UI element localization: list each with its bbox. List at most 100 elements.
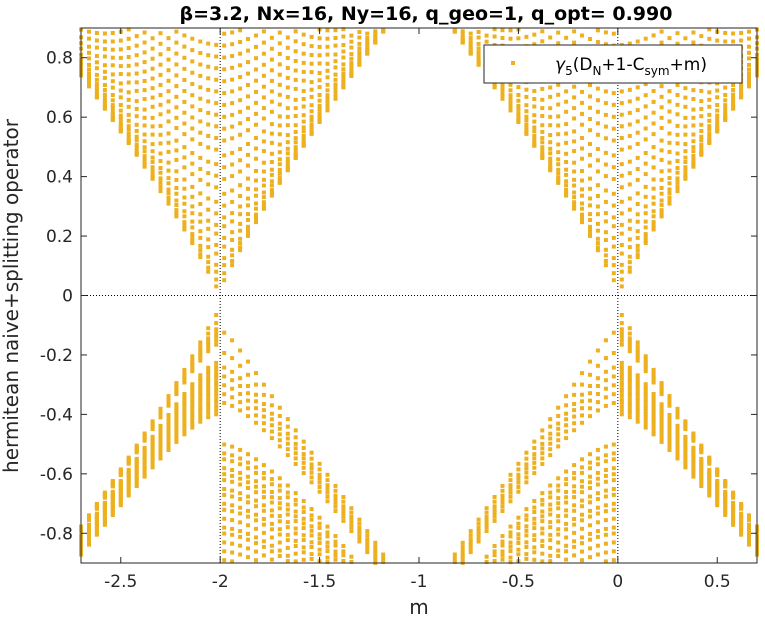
data-point xyxy=(659,433,664,438)
data-point xyxy=(580,136,584,140)
data-point xyxy=(723,506,728,511)
data-point xyxy=(150,66,155,71)
data-point xyxy=(492,507,497,512)
data-point xyxy=(317,78,322,83)
data-point xyxy=(627,349,632,354)
data-point xyxy=(174,422,179,427)
data-point xyxy=(277,527,282,532)
data-point xyxy=(659,436,664,441)
data-point xyxy=(468,543,473,548)
data-point xyxy=(643,354,648,359)
data-point xyxy=(611,138,616,143)
data-point xyxy=(659,381,664,386)
data-point xyxy=(357,539,362,544)
data-point xyxy=(500,497,505,501)
data-point xyxy=(603,494,608,499)
data-point xyxy=(516,111,521,116)
data-point xyxy=(508,544,513,549)
data-point xyxy=(349,33,354,38)
data-point xyxy=(508,494,513,499)
data-point xyxy=(500,85,505,90)
data-point xyxy=(261,530,266,535)
data-point xyxy=(611,365,616,370)
data-point xyxy=(198,340,203,345)
data-point xyxy=(246,203,250,208)
data-point xyxy=(683,149,688,154)
data-point xyxy=(230,136,235,141)
data-point xyxy=(675,176,680,181)
data-point xyxy=(110,98,115,103)
data-point xyxy=(349,518,354,523)
data-point xyxy=(134,62,139,67)
data-point xyxy=(301,452,306,457)
data-point xyxy=(317,472,322,477)
data-point xyxy=(667,431,672,436)
data-point xyxy=(619,334,624,339)
data-point xyxy=(301,113,306,118)
data-point xyxy=(619,124,624,129)
data-point xyxy=(532,129,537,134)
data-point xyxy=(118,123,123,128)
x-tick-label: -0.5 xyxy=(502,572,535,592)
data-point xyxy=(627,269,632,274)
data-point xyxy=(651,110,656,115)
data-point xyxy=(142,453,147,458)
data-point xyxy=(254,178,258,183)
data-point xyxy=(198,212,203,217)
data-point xyxy=(747,74,751,79)
data-point xyxy=(580,206,584,211)
data-point xyxy=(182,392,187,396)
data-point xyxy=(142,472,147,476)
data-point xyxy=(214,66,219,71)
data-point xyxy=(246,60,250,65)
data-point xyxy=(484,518,489,523)
data-point xyxy=(699,473,704,477)
data-point xyxy=(603,136,608,141)
data-point xyxy=(150,427,155,432)
data-point xyxy=(739,90,744,95)
data-point xyxy=(611,451,616,456)
data-point xyxy=(277,483,282,488)
data-point xyxy=(102,88,107,92)
data-point xyxy=(158,415,163,420)
data-point xyxy=(452,556,457,561)
data-point xyxy=(723,98,728,103)
data-point xyxy=(87,36,91,41)
data-point xyxy=(651,392,656,396)
data-point xyxy=(293,462,298,466)
data-point xyxy=(595,109,600,114)
data-point xyxy=(556,488,561,493)
data-point xyxy=(190,184,195,189)
data-point xyxy=(508,486,513,491)
data-point xyxy=(206,415,211,420)
data-point xyxy=(309,128,314,133)
data-point xyxy=(269,89,274,94)
data-point xyxy=(572,95,577,100)
data-point xyxy=(277,548,282,553)
data-point xyxy=(603,479,608,484)
data-point xyxy=(142,460,147,465)
data-point xyxy=(699,129,704,133)
data-point xyxy=(603,112,608,117)
data-point xyxy=(214,400,219,405)
data-point xyxy=(595,529,600,534)
data-point xyxy=(540,145,545,150)
data-point xyxy=(174,40,179,45)
data-point xyxy=(150,450,155,455)
y-tick-label: -0.6 xyxy=(40,465,73,485)
data-point xyxy=(293,114,298,118)
data-point xyxy=(524,524,529,529)
data-point xyxy=(261,139,266,144)
data-point xyxy=(500,82,505,87)
data-point xyxy=(198,408,203,413)
data-point xyxy=(707,461,712,466)
data-point xyxy=(580,382,584,387)
data-point xyxy=(198,39,203,44)
data-point xyxy=(691,463,696,467)
data-point xyxy=(94,85,99,89)
data-point xyxy=(627,397,632,402)
data-point xyxy=(595,236,600,241)
data-point xyxy=(214,277,219,282)
data-point xyxy=(516,480,521,485)
data-point xyxy=(365,36,370,40)
